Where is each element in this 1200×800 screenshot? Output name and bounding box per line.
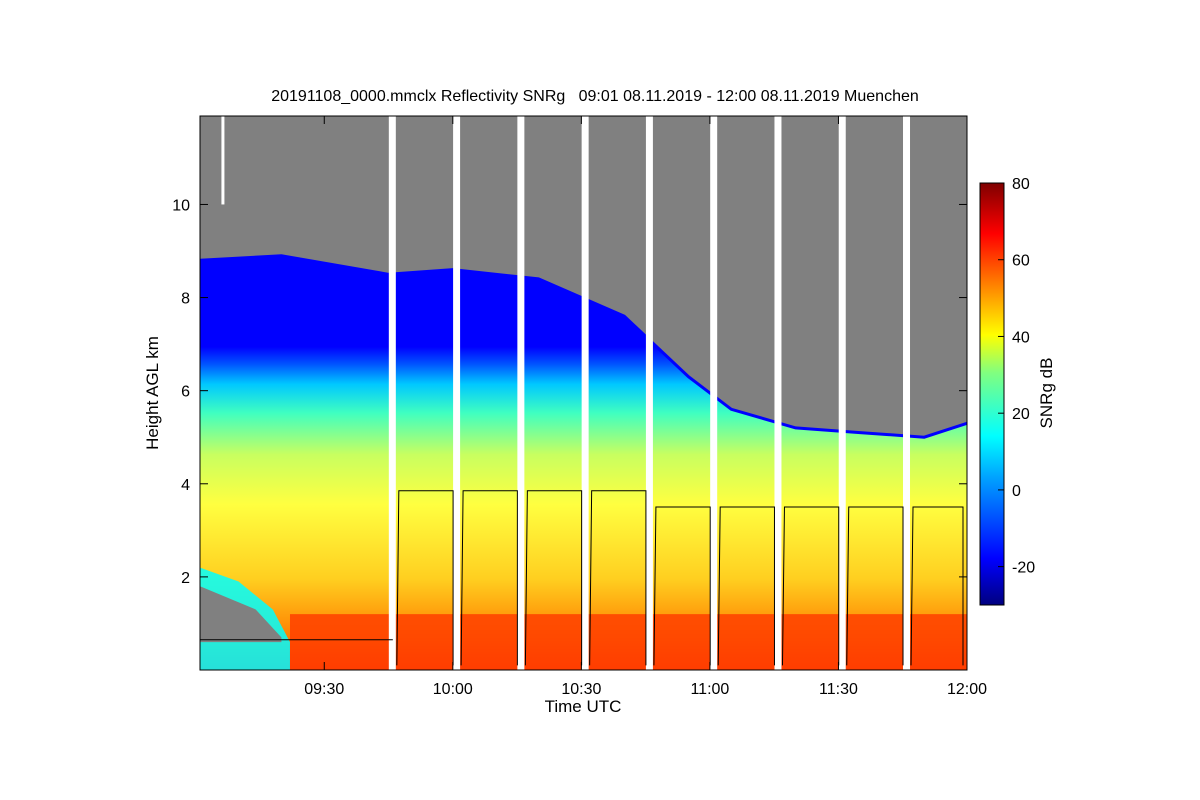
echo-top-edge bbox=[200, 254, 967, 439]
x-tick-label: 10:00 bbox=[433, 681, 473, 698]
colorbar-tick-label: 0 bbox=[1012, 483, 1021, 500]
scan-gap bbox=[517, 116, 525, 670]
colorbar-tick-label: -20 bbox=[1012, 560, 1035, 577]
colorbar-tick-label: 60 bbox=[1012, 253, 1030, 270]
overlay-line bbox=[910, 506, 964, 666]
colorbar-tick-label: 40 bbox=[1012, 329, 1030, 346]
overlay-line bbox=[846, 506, 904, 666]
x-tick-label: 10:30 bbox=[561, 681, 601, 698]
overlay-line bbox=[781, 506, 840, 666]
x-tick-label: 12:00 bbox=[947, 681, 987, 698]
scan-gap bbox=[388, 116, 396, 670]
scan-gap bbox=[453, 116, 461, 670]
scan-gap bbox=[903, 116, 911, 670]
colorbar-tick-label: 20 bbox=[1012, 406, 1030, 423]
y-axis-label: Height AGL km bbox=[143, 336, 162, 450]
overlay-line bbox=[717, 506, 775, 666]
colorbar bbox=[979, 182, 1005, 606]
scan-gap bbox=[838, 116, 846, 670]
plot-area-frame bbox=[199, 115, 968, 671]
y-tick-label: 8 bbox=[181, 291, 190, 308]
x-tick-label: 11:30 bbox=[819, 681, 858, 698]
x-tick-label: 11:00 bbox=[690, 681, 729, 698]
colorbar-tick-label: 80 bbox=[1012, 176, 1030, 193]
y-tick-label: 6 bbox=[181, 384, 190, 401]
overlay-line bbox=[653, 506, 711, 666]
overlay-line bbox=[524, 490, 583, 666]
colorbar-label: SNRg dB bbox=[1037, 358, 1056, 429]
x-tick-label: 09:30 bbox=[304, 681, 344, 698]
near-ground-band bbox=[289, 614, 967, 670]
scan-gap bbox=[774, 116, 782, 670]
y-tick-label: 4 bbox=[181, 477, 190, 494]
chart-title: 20191108_0000.mmclx Reflectivity SNRg 09… bbox=[271, 88, 919, 105]
initial-dry-layer bbox=[200, 586, 282, 643]
scan-gap bbox=[581, 116, 589, 670]
y-tick-label: 10 bbox=[172, 197, 190, 214]
y-tick-label: 2 bbox=[181, 570, 190, 587]
scan-gap bbox=[645, 116, 653, 670]
overlay-line bbox=[396, 490, 454, 666]
scan-gap bbox=[221, 116, 225, 205]
overlay-line bbox=[460, 490, 518, 666]
scan-gap bbox=[710, 116, 718, 670]
x-axis-label: Time UTC bbox=[545, 697, 622, 716]
overlay-line bbox=[589, 490, 647, 666]
